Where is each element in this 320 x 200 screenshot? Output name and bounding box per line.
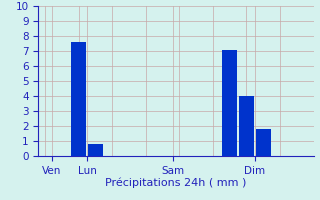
Bar (239, 96, 254, 156)
X-axis label: Précipitations 24h ( mm ): Précipitations 24h ( mm ) (105, 177, 247, 188)
Bar (71, 42, 86, 156)
Bar (256, 129, 271, 156)
Bar (222, 49, 237, 156)
Bar (88, 144, 103, 156)
